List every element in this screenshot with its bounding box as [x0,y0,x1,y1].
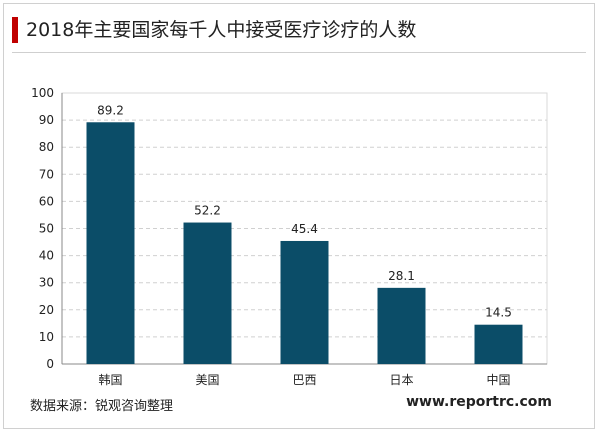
x-tick-label: 巴西 [292,373,316,387]
bar [377,287,426,364]
data-labels: 89.2 52.2 45.4 28.1 14.5 [97,103,512,319]
data-label: 45.4 [291,222,318,236]
y-tick-labels: 0 10 20 30 40 50 60 70 80 90 100 [31,86,54,371]
y-tick-label: 0 [46,357,54,371]
bar [86,122,135,364]
y-tick-label: 30 [39,276,54,290]
bars [86,122,523,364]
x-tick-label: 美国 [195,373,219,387]
x-tick-label: 日本 [389,373,413,387]
source-note: 数据来源：锐观咨询整理 [30,399,174,414]
y-tick-label: 100 [31,86,54,100]
data-label: 89.2 [97,103,124,117]
chart-title: 2018年主要国家每千人中接受医疗诊疗的人数 [26,19,417,41]
x-tick-label: 韩国 [98,372,122,387]
data-label: 28.1 [388,269,415,283]
x-tick-label: 中国 [486,372,510,387]
y-tick-label: 80 [39,140,54,154]
y-tick-label: 70 [39,167,54,181]
data-label: 14.5 [485,306,512,320]
title-divider [12,52,586,53]
data-label: 52.2 [194,204,221,218]
x-tick-labels: 韩国 美国 巴西 日本 中国 [98,372,510,387]
bar [474,324,523,364]
bar [280,240,329,364]
y-tick-label: 60 [39,194,54,208]
y-tick-label: 50 [39,222,54,236]
bar [183,222,232,364]
y-tick-label: 90 [39,113,54,127]
y-tick-label: 40 [39,249,54,263]
website-link[interactable]: www.reportrc.com [406,394,552,410]
y-tick-label: 10 [39,330,54,344]
title-accent-bar [12,17,18,43]
y-tick-label: 20 [39,303,54,317]
